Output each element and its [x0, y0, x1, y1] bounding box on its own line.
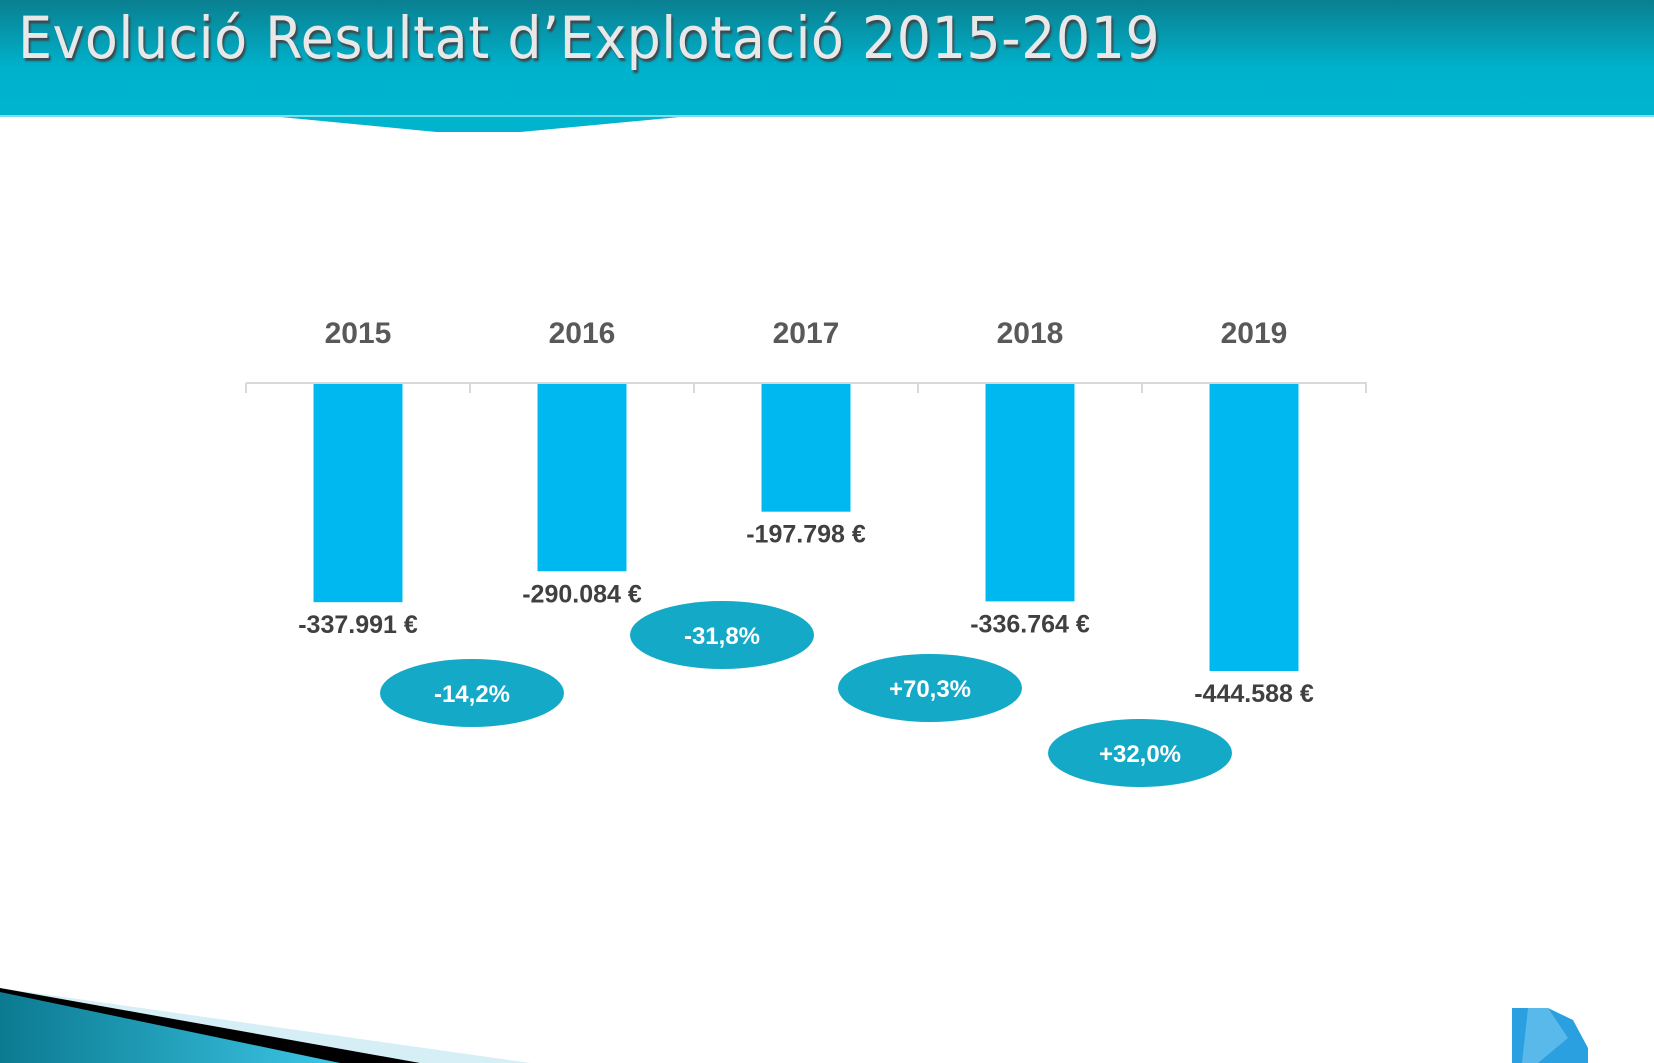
page-title: Evolució Resultat d’Explotació 2015-2019	[18, 4, 1161, 72]
bar-2018	[985, 384, 1075, 602]
change-bubble	[380, 659, 564, 727]
change-bubble	[1048, 719, 1232, 787]
logo-icon	[1512, 1008, 1588, 1063]
change-label: +32,0%	[1099, 741, 1181, 768]
change-label: -31,8%	[684, 623, 760, 650]
bar-2019	[1209, 384, 1299, 671]
change-bubble	[630, 601, 814, 669]
value-label: -337.991 €	[298, 611, 418, 639]
bar-2015	[313, 384, 403, 603]
change-bubble	[838, 654, 1022, 722]
value-label: -290.084 €	[522, 580, 642, 608]
value-label: -197.798 €	[746, 521, 866, 549]
change-label: +70,3%	[889, 676, 971, 703]
year-label: 2016	[549, 317, 616, 350]
footer-decoration	[0, 988, 530, 1063]
year-label: 2019	[1221, 317, 1288, 350]
header-banner	[0, 0, 1654, 132]
bar-2017	[761, 384, 851, 512]
value-label: -444.588 €	[1194, 680, 1314, 708]
year-label: 2015	[325, 317, 392, 350]
year-label: 2017	[773, 317, 840, 350]
change-label: -14,2%	[434, 681, 510, 708]
value-label: -336.764 €	[970, 610, 1090, 638]
bar-2016	[537, 384, 627, 572]
year-label: 2018	[997, 317, 1064, 350]
